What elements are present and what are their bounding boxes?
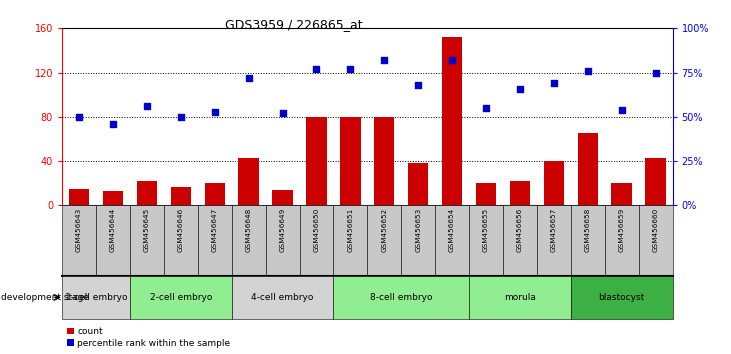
Text: 2-cell embryo: 2-cell embryo: [150, 293, 212, 302]
Point: [582, 68, 594, 74]
Text: GSM456654: GSM456654: [449, 207, 455, 252]
Text: GSM456645: GSM456645: [144, 207, 150, 252]
Bar: [205, 183, 225, 205]
Point: [514, 86, 526, 91]
Text: 8-cell embryo: 8-cell embryo: [370, 293, 433, 302]
Bar: [69, 189, 89, 205]
Bar: [605, 205, 639, 276]
Legend: count, percentile rank within the sample: count, percentile rank within the sample: [67, 327, 230, 348]
Text: GSM456647: GSM456647: [212, 207, 218, 252]
Text: GSM456653: GSM456653: [415, 207, 421, 252]
Point: [73, 114, 85, 120]
Bar: [265, 205, 300, 276]
Text: GSM456660: GSM456660: [653, 207, 659, 252]
Text: blastocyst: blastocyst: [599, 293, 645, 302]
Text: GSM456657: GSM456657: [551, 207, 557, 252]
Text: GSM456652: GSM456652: [382, 207, 387, 252]
Point: [175, 114, 186, 120]
Bar: [137, 181, 157, 205]
Bar: [544, 161, 564, 205]
Bar: [232, 205, 265, 276]
Bar: [333, 276, 469, 319]
Point: [650, 70, 662, 75]
Bar: [130, 205, 164, 276]
Bar: [170, 187, 191, 205]
Bar: [232, 276, 333, 319]
Bar: [130, 276, 232, 319]
Point: [480, 105, 492, 111]
Bar: [435, 205, 469, 276]
Text: GSM456651: GSM456651: [347, 207, 353, 252]
Bar: [96, 205, 130, 276]
Point: [107, 121, 119, 127]
Bar: [340, 117, 360, 205]
Bar: [62, 205, 96, 276]
Bar: [469, 276, 571, 319]
Text: GSM456655: GSM456655: [483, 207, 489, 252]
Bar: [476, 183, 496, 205]
Bar: [103, 191, 123, 205]
Bar: [333, 205, 367, 276]
Text: GSM456656: GSM456656: [517, 207, 523, 252]
Bar: [401, 205, 435, 276]
Bar: [469, 205, 503, 276]
Bar: [571, 276, 673, 319]
Point: [141, 103, 153, 109]
Bar: [442, 37, 462, 205]
Bar: [611, 183, 632, 205]
Bar: [238, 158, 259, 205]
Point: [379, 57, 390, 63]
Bar: [639, 205, 673, 276]
Point: [616, 107, 627, 113]
Bar: [408, 163, 428, 205]
Text: GSM456643: GSM456643: [76, 207, 82, 252]
Text: GSM456648: GSM456648: [246, 207, 251, 252]
Text: GSM456650: GSM456650: [314, 207, 319, 252]
Bar: [300, 205, 333, 276]
Bar: [306, 117, 327, 205]
Bar: [510, 181, 530, 205]
Point: [209, 109, 221, 114]
Point: [344, 66, 356, 72]
Point: [243, 75, 254, 81]
Bar: [537, 205, 571, 276]
Text: GSM456646: GSM456646: [178, 207, 183, 252]
Text: GDS3959 / 226865_at: GDS3959 / 226865_at: [225, 18, 363, 31]
Point: [548, 80, 560, 86]
Point: [277, 110, 289, 116]
Bar: [367, 205, 401, 276]
Text: GSM456644: GSM456644: [110, 207, 116, 252]
Text: development stage: development stage: [1, 293, 89, 302]
Bar: [503, 205, 537, 276]
Point: [412, 82, 424, 88]
Text: 1-cell embryo: 1-cell embryo: [65, 293, 127, 302]
Text: morula: morula: [504, 293, 536, 302]
Bar: [62, 276, 130, 319]
Bar: [273, 190, 292, 205]
Text: GSM456659: GSM456659: [618, 207, 625, 252]
Bar: [198, 205, 232, 276]
Point: [311, 66, 322, 72]
Bar: [577, 133, 598, 205]
Point: [446, 57, 458, 63]
Bar: [164, 205, 198, 276]
Text: GSM456658: GSM456658: [585, 207, 591, 252]
Text: 4-cell embryo: 4-cell embryo: [251, 293, 314, 302]
Bar: [374, 117, 395, 205]
Bar: [645, 158, 666, 205]
Text: GSM456649: GSM456649: [279, 207, 286, 252]
Bar: [571, 205, 605, 276]
